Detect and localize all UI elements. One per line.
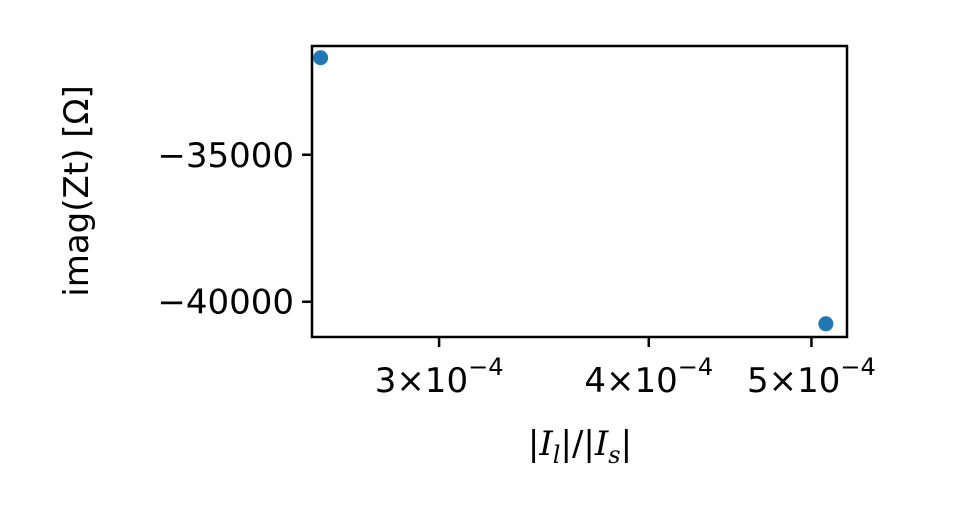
x-tick-label-1: 3×10−4 (375, 353, 504, 401)
plot-frame (310, 44, 849, 339)
x-axis-label: |Il|/|Is| (528, 424, 632, 469)
points-layer (313, 50, 834, 332)
x-tick-label-2: 4×10−4 (584, 353, 713, 401)
y-ticks: −35000 −40000 (157, 136, 312, 323)
x-ticks: 3×10−4 4×10−4 5×10−4 (375, 337, 876, 401)
y-tick-label-2: −40000 (157, 283, 294, 323)
data-point-1 (313, 50, 329, 66)
x-tick-label-3: 5×10−4 (747, 353, 876, 401)
y-axis-label: imag(Zt) [Ω] (57, 85, 97, 296)
data-point-2 (818, 316, 834, 332)
y-tick-label-1: −35000 (157, 136, 294, 176)
